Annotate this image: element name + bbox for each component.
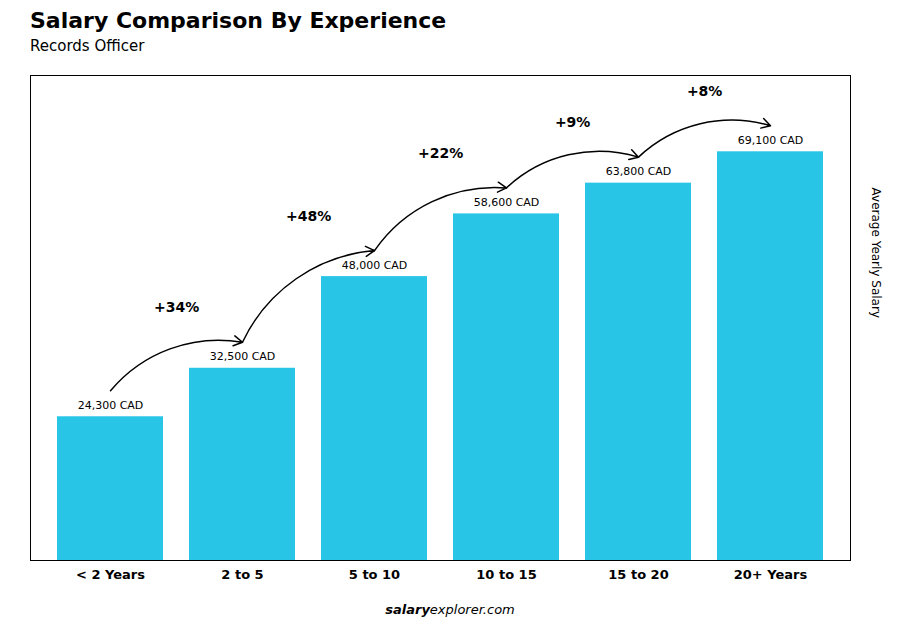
svg-text:+9%: +9% [555,114,591,130]
svg-text:+48%: +48% [286,208,331,224]
svg-text:+8%: +8% [687,83,723,99]
svg-text:32,500 CAD: 32,500 CAD [210,350,276,363]
html-text:salary explorer.com: salary explorer.com [385,602,515,617]
svg-text:20+ Years: 20+ Years [734,567,808,582]
svg-text:5 to 10: 5 to 10 [349,567,400,582]
svg-text:+22%: +22% [418,145,463,161]
svg-text:69,100 CAD: 69,100 CAD [738,134,804,147]
svg-text:58,600 CAD: 58,600 CAD [474,196,540,209]
svg-text:48,000 CAD: 48,000 CAD [342,259,408,272]
svg-text:< 2 Years: < 2 Years [76,567,145,582]
svg-text:+34%: +34% [154,299,199,315]
svg-text:24,300 CAD: 24,300 CAD [78,399,144,412]
svg-text:15 to 20: 15 to 20 [608,567,668,582]
svg-text:Average Yearly Salary: Average Yearly Salary [869,188,883,318]
svg-text:2 to 5: 2 to 5 [221,567,263,582]
svg-text:10 to 15: 10 to 15 [476,567,536,582]
svg-text:63,800 CAD: 63,800 CAD [606,165,672,178]
html-text:Records Officer: Records Officer [30,37,145,55]
html-text:Salary Comparison By Experienc: Salary Comparison By Experience [30,8,447,33]
